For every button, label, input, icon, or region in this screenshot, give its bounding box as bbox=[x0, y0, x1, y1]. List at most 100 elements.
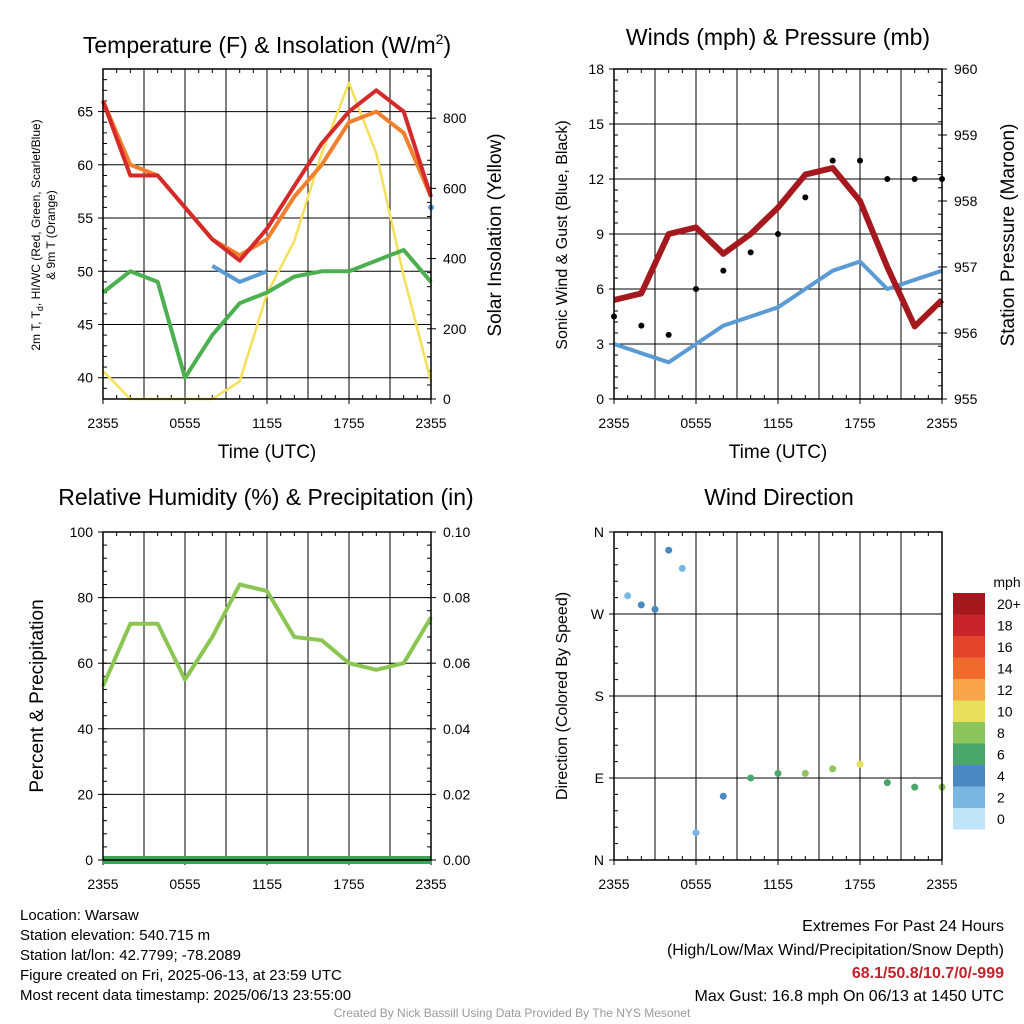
direction-point bbox=[829, 765, 837, 773]
winds-y2tick-label: 960 bbox=[954, 61, 978, 77]
dir-xtick-label: 2355 bbox=[926, 876, 957, 892]
rh-y2tick-label: 0.08 bbox=[443, 590, 470, 606]
gust-point bbox=[638, 322, 645, 329]
gust-point bbox=[665, 331, 672, 338]
dir-ylabel: Direction (Colored By Speed) bbox=[554, 592, 571, 800]
winds-y2tick-label: 955 bbox=[954, 391, 978, 407]
gust-point bbox=[775, 231, 781, 237]
gust-point bbox=[857, 157, 863, 164]
info-location: Location: Warsaw bbox=[20, 907, 139, 924]
series-sonic-wind-line bbox=[613, 259, 943, 365]
temp-xlabel: Time (UTC) bbox=[218, 442, 317, 463]
winds-y2tick-label: 957 bbox=[954, 259, 978, 275]
dir-ytick-label: S bbox=[595, 688, 604, 704]
rh-xtick-label: 1755 bbox=[333, 876, 364, 892]
legend-swatch bbox=[953, 636, 985, 658]
direction-point bbox=[801, 769, 809, 777]
rh-y2tick-label: 0.06 bbox=[443, 655, 470, 671]
gust-point bbox=[693, 286, 699, 292]
dir-ytick-label: W bbox=[591, 606, 605, 622]
temp-y2label: Solar Insolation (Yellow) bbox=[485, 133, 506, 336]
legend-label: 12 bbox=[997, 682, 1013, 698]
rh-ytick-label: 80 bbox=[77, 590, 93, 606]
legend-label: 14 bbox=[997, 660, 1013, 676]
temp-plot: 40 45 50 55 60 65 0 200 400 600 800 2355 0555 1155 175… bbox=[77, 68, 467, 431]
winds-title: Winds (mph) & Pressure (mb) bbox=[626, 24, 930, 50]
dir-xtick-label: 2355 bbox=[598, 876, 629, 892]
temp-ytick-label: 65 bbox=[77, 104, 93, 120]
temp-xtick-label: 0555 bbox=[169, 415, 200, 431]
legend-title: mph bbox=[993, 574, 1020, 590]
legend-swatch bbox=[953, 743, 985, 765]
direction-point bbox=[678, 564, 686, 572]
direction-point bbox=[651, 605, 659, 613]
winds-xtick-label: 2355 bbox=[926, 415, 957, 431]
temp-y2tick-label: 600 bbox=[443, 180, 467, 196]
temp-y2tick-label: 0 bbox=[443, 391, 451, 407]
gust-point bbox=[829, 157, 836, 164]
info-latlon: Station lat/lon: 42.7799; -78.2089 bbox=[20, 947, 242, 964]
winds-xtick-label: 1755 bbox=[844, 415, 875, 431]
info-elevation: Station elevation: 540.715 m bbox=[20, 927, 211, 944]
rh-xtick-label: 2355 bbox=[87, 876, 118, 892]
winds-ylabel: Sonic Wind & Gust (Blue, Black) bbox=[554, 120, 571, 349]
dir-ytick-label: N bbox=[594, 524, 604, 540]
legend-label: 8 bbox=[997, 725, 1005, 741]
dir-xtick-label: 1755 bbox=[844, 876, 875, 892]
temp-xtick-label: 2355 bbox=[87, 415, 118, 431]
winds-y2label: Station Pressure (Maroon) bbox=[998, 124, 1019, 347]
rh-xtick-label: 0555 bbox=[169, 876, 200, 892]
winds-ytick-label: 15 bbox=[588, 116, 604, 132]
legend-swatch bbox=[953, 786, 985, 808]
legend-label: 4 bbox=[997, 768, 1005, 784]
dir-title: Wind Direction bbox=[704, 484, 854, 510]
temp-y2tick-label: 400 bbox=[443, 251, 467, 267]
legend-swatch bbox=[953, 614, 985, 636]
rh-ytick-label: 20 bbox=[77, 786, 93, 802]
rh-ylabel: Percent & Precipitation bbox=[27, 599, 48, 792]
rh-ytick-label: 0 bbox=[85, 852, 93, 868]
info-created: Figure created on Fri, 2025-06-13, at 23… bbox=[20, 967, 342, 984]
rh-y2tick-label: 0.10 bbox=[443, 524, 470, 540]
extremes-subtitle: (High/Low/Max Wind/Precipitation/Snow De… bbox=[666, 942, 1004, 959]
info-recent: Most recent data timestamp: 2025/06/13 2… bbox=[20, 987, 352, 1004]
temp-ytick-label: 55 bbox=[77, 210, 93, 226]
series-hi-wc-line bbox=[211, 264, 268, 284]
winds-ytick-label: 18 bbox=[588, 61, 604, 77]
rh-y2tick-label: 0.00 bbox=[443, 852, 470, 868]
direction-point bbox=[747, 774, 755, 782]
temp-ylabel-line2: & 9m T (Orange) bbox=[44, 190, 58, 280]
dir-xtick-label: 1155 bbox=[763, 876, 793, 892]
dir-frame bbox=[613, 531, 943, 861]
direction-point bbox=[883, 779, 891, 787]
winds-ytick-label: 6 bbox=[596, 281, 604, 297]
dir-plot: N E S W N 2355 0555 1155 1755 2355 bbox=[591, 524, 958, 892]
legend-label: 20+ bbox=[997, 596, 1021, 612]
gust-point bbox=[747, 249, 754, 256]
temp-ytick-label: 40 bbox=[77, 370, 93, 386]
rh-y2tick-label: 0.02 bbox=[443, 786, 470, 802]
temp-xtick-label: 1155 bbox=[252, 415, 282, 431]
legend-label: 10 bbox=[997, 703, 1013, 719]
legend-label: 6 bbox=[997, 746, 1005, 762]
legend-swatch bbox=[953, 700, 985, 722]
winds-y2tick-label: 959 bbox=[954, 127, 978, 143]
direction-point bbox=[911, 783, 919, 791]
legend-label: 2 bbox=[997, 789, 1005, 805]
temp-xtick-label: 2355 bbox=[415, 415, 446, 431]
temp-ylabel: 2m T, Td, HI/WC (Red, Green, Scarlet/Blu… bbox=[29, 119, 58, 350]
winds-plot: 0 3 6 9 12 15 18 955 956 957 958 959 960 2355 0555 1155… bbox=[588, 61, 977, 431]
legend-swatch bbox=[953, 657, 985, 679]
legend-swatch bbox=[953, 722, 985, 744]
direction-point bbox=[719, 792, 727, 800]
gust-point bbox=[720, 267, 727, 274]
rh-ytick-label: 40 bbox=[77, 721, 93, 737]
legend-label: 0 bbox=[997, 811, 1005, 827]
temp-ytick-label: 45 bbox=[77, 316, 93, 332]
gust-point bbox=[802, 194, 809, 201]
svg-text:2m T, Td, HI/WC (Red, Green, S: 2m T, Td, HI/WC (Red, Green, Scarlet/Blu… bbox=[29, 119, 45, 350]
legend-swatch bbox=[953, 679, 985, 701]
temp-y2tick-label: 800 bbox=[443, 110, 467, 126]
temp-y2tick-label: 200 bbox=[443, 321, 467, 337]
rh-xtick-label: 2355 bbox=[415, 876, 446, 892]
